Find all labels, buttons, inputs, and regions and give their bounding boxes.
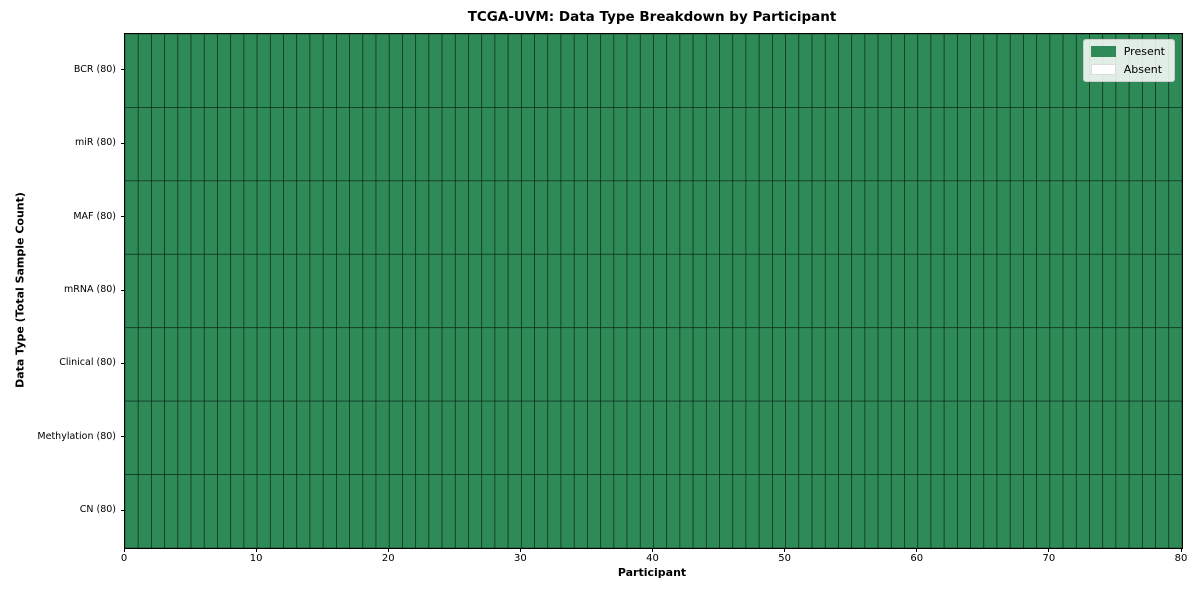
legend-swatch-present-icon (1090, 46, 1116, 57)
x-tick-mark (255, 548, 257, 552)
x-tick-mark (387, 548, 389, 552)
legend-item-present: Present (1090, 45, 1165, 58)
x-tick-label: 70 (1042, 553, 1056, 564)
x-tick-mark (1048, 548, 1050, 552)
x-tick-mark (519, 548, 521, 552)
x-tick-label: 20 (381, 553, 395, 564)
legend-label-absent: Absent (1123, 63, 1163, 76)
y-tick-mark (121, 509, 125, 511)
legend-item-absent: Absent (1090, 63, 1165, 76)
x-tick-label: 60 (910, 553, 924, 564)
y-tick-label: miR (80) (74, 137, 116, 149)
x-tick-label: 40 (646, 553, 659, 564)
x-tick-mark (1180, 548, 1182, 552)
y-tick-label: BCR (80) (73, 63, 116, 75)
y-tick-mark (121, 216, 125, 218)
y-tick-label: CN (80) (79, 504, 116, 516)
x-tick-label: 30 (514, 553, 527, 564)
x-tick-label: 10 (249, 553, 263, 564)
plot-area: Present Absent (124, 33, 1183, 549)
y-tick-mark (121, 436, 125, 438)
x-tick-label: 50 (778, 553, 791, 564)
x-axis-label: Participant (617, 566, 687, 579)
x-tick-label: 0 (120, 553, 128, 564)
legend-label-present: Present (1123, 45, 1165, 58)
x-tick-mark (784, 548, 786, 552)
heatmap-grid (125, 34, 1182, 548)
x-tick-mark (123, 548, 125, 552)
y-tick-mark (121, 69, 125, 71)
y-tick-mark (121, 289, 125, 291)
y-tick-label: Clinical (80) (59, 357, 116, 369)
x-tick-mark (916, 548, 918, 552)
x-tick-label: 80 (1174, 553, 1188, 564)
y-tick-mark (121, 142, 125, 144)
y-tick-label: MAF (80) (73, 210, 116, 222)
legend-swatch-absent-icon (1090, 64, 1116, 75)
x-tick-mark (652, 548, 653, 552)
y-tick-label: Methylation (80) (37, 430, 116, 442)
y-tick-mark (121, 362, 125, 364)
legend: Present Absent (1082, 39, 1175, 82)
chart-title: TCGA-UVM: Data Type Breakdown by Partici… (467, 9, 837, 25)
y-tick-label: mRNA (80) (64, 284, 116, 295)
